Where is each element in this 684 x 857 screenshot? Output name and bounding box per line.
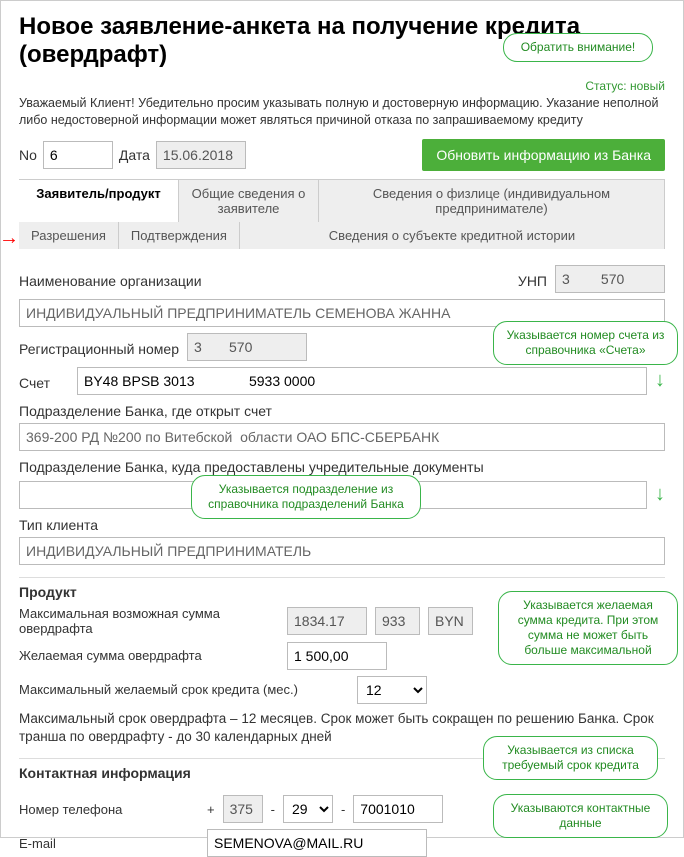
max-term-line: Максимальный желаемый срок кредита (мес.… [19,676,665,704]
sub-tabs: Разрешения Подтверждения Сведения о субъ… [19,222,665,249]
callout-account-hint: Указывается номер счета из справочника «… [493,321,678,365]
branch-docs-label: Подразделение Банка, куда предоставлены … [19,459,665,475]
dash1: - [271,802,275,817]
phone-cc-input[interactable] [223,795,263,823]
callout-sum-hint: Указывается желаемая сумма кредита. При … [498,591,678,665]
number-date-row: No Дата Обновить информацию из Банка [19,139,665,171]
client-type-label: Тип клиента [19,517,665,533]
warning-text: Уважаемый Клиент! Убедительно просим ука… [19,95,665,129]
currency-input [428,607,473,635]
callout-branch-hint: Указывается подразделение из справочника… [191,475,421,519]
no-label: No [19,147,37,163]
client-type-input[interactable] [19,537,665,565]
unp-label: УНП [518,273,547,289]
date-label: Дата [119,147,150,163]
tab-general-info[interactable]: Общие сведения о заявителе [179,180,319,222]
pointer-arrow-icon: → [0,227,19,250]
account-lookup-icon[interactable]: ↓ [655,369,665,392]
max-term-label: Максимальный желаемый срок кредита (мес.… [19,682,349,697]
callout-term-hint: Указывается из списка требуемый срок кре… [483,736,658,780]
account-line: Счет ↓ [19,367,665,395]
tab-applicant-product[interactable]: Заявитель/продукт [19,180,179,222]
account-input[interactable] [77,367,647,395]
desired-sum-label: Желаемая сумма овердрафта [19,648,279,663]
branch-open-label: Подразделение Банка, где открыт счет [19,403,665,419]
unp-input[interactable] [555,265,665,293]
reg-num-label: Регистрационный номер [19,341,179,357]
application-form-page: → Новое заявление-анкета на получение кр… [0,0,684,838]
max-overdraft-label: Максимальная возможная сумма овердрафта [19,606,279,636]
org-name-label: Наименование организации [19,273,510,289]
email-input[interactable] [207,829,427,857]
status-line: Статус: новый [19,79,665,93]
max-term-select[interactable]: 12 [357,676,427,704]
desired-sum-input[interactable] [287,642,387,670]
status-label: Статус: [585,79,626,93]
date-input[interactable] [156,141,246,169]
branch-docs-lookup-icon[interactable]: ↓ [655,483,665,506]
subtab-permissions[interactable]: Разрешения [19,222,119,249]
subtab-confirmations[interactable]: Подтверждения [119,222,240,249]
reg-num-input[interactable] [187,333,307,361]
subtab-credit-history[interactable]: Сведения о субъекте кредитной истории [240,222,665,249]
max-overdraft-dec-input [375,607,420,635]
plus-sign: + [207,802,215,817]
callout-contact-hint: Указываются контактные данные [493,794,668,838]
no-input[interactable] [43,141,113,169]
phone-label: Номер телефона [19,802,199,817]
refresh-from-bank-button[interactable]: Обновить информацию из Банка [422,139,665,171]
account-label: Счет [19,375,69,391]
org-name-line: Наименование организации УНП [19,265,665,293]
tab-individual-info[interactable]: Сведения о физлице (индивидуальном предп… [319,180,665,222]
status-value: новый [630,79,665,93]
branch-open-input[interactable] [19,423,665,451]
phone-num-input[interactable] [353,795,443,823]
main-tabs: Заявитель/продукт Общие сведения о заяви… [19,179,665,222]
callout-attention: Обратить внимание! [503,33,653,62]
dash2: - [341,802,345,817]
phone-code-select[interactable]: 29 [283,795,333,823]
max-overdraft-input [287,607,367,635]
